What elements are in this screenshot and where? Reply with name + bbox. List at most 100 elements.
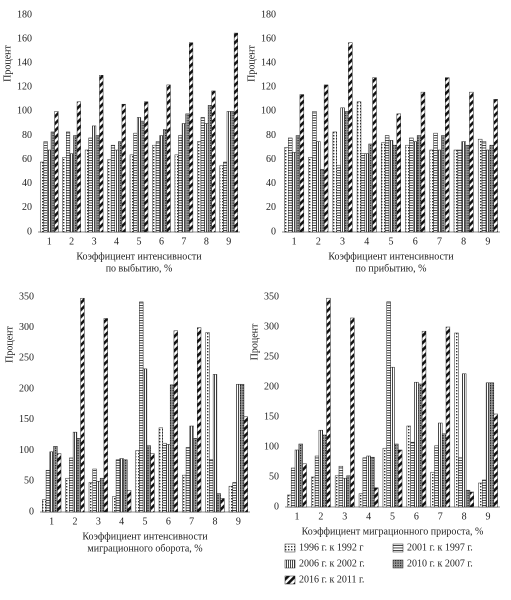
- y-axis-label: Процент: [2, 45, 13, 82]
- bar: [397, 449, 403, 508]
- bar: [50, 131, 55, 233]
- bar: [99, 477, 105, 513]
- bar: [308, 157, 313, 233]
- bar: [344, 111, 349, 233]
- bar: [236, 383, 241, 513]
- bar: [69, 153, 74, 233]
- bar: [96, 481, 101, 513]
- bar: [457, 149, 462, 233]
- bar: [322, 434, 327, 508]
- bar: [336, 165, 341, 233]
- y-tick-label: 140: [17, 58, 32, 69]
- x-tick-label: 4: [366, 511, 371, 522]
- y-tick-label: 200: [264, 381, 279, 392]
- y-tick-label: 60: [22, 154, 32, 165]
- bar: [340, 107, 345, 233]
- x-tick-label: 9: [226, 236, 231, 247]
- bar: [477, 138, 483, 233]
- bar: [69, 457, 74, 513]
- x-axis-label: Коэффициент интенсивности: [76, 251, 202, 262]
- bar: [45, 469, 51, 513]
- bar: [318, 429, 323, 508]
- bar: [348, 42, 353, 233]
- legend-swatch: [392, 543, 404, 553]
- bar: [95, 135, 100, 233]
- x-tick-label: 3: [342, 511, 347, 522]
- y-tick-label: 0: [274, 501, 279, 512]
- y-tick-label: 0: [29, 506, 34, 517]
- bar: [178, 135, 183, 233]
- bar: [469, 491, 474, 508]
- bar: [287, 494, 292, 508]
- bar: [39, 161, 45, 233]
- bar: [43, 141, 48, 233]
- y-tick-label: 180: [261, 9, 276, 20]
- y-tick-label: 50: [24, 476, 34, 487]
- x-tick-label: 5: [143, 516, 148, 527]
- bar: [334, 475, 340, 508]
- y-tick-label: 140: [261, 58, 276, 69]
- bar: [57, 453, 62, 513]
- bar: [326, 297, 331, 508]
- x-tick-label: 3: [92, 236, 97, 247]
- y-tick-label: 180: [17, 9, 32, 20]
- x-tick-label: 8: [461, 236, 466, 247]
- x-tick-label: 7: [438, 511, 443, 522]
- bar: [421, 330, 427, 508]
- bar: [209, 459, 214, 513]
- bar: [390, 366, 395, 508]
- y-tick-label: 350: [19, 291, 34, 302]
- x-axis-label: миграционного оборота, %: [87, 543, 202, 554]
- y-tick-label: 200: [19, 383, 34, 394]
- bar: [434, 445, 439, 508]
- bar: [382, 447, 388, 508]
- bar: [372, 77, 377, 233]
- bar: [166, 444, 171, 513]
- bar: [416, 135, 422, 233]
- y-tick-label: 100: [17, 106, 32, 117]
- y-tick-label: 20: [22, 202, 32, 213]
- bar: [394, 443, 399, 508]
- bar: [174, 154, 179, 233]
- x-tick-label: 1: [49, 516, 54, 527]
- bar: [485, 382, 491, 508]
- x-tick-label: 2: [73, 516, 78, 527]
- bar: [433, 132, 438, 233]
- x-tick-label: 5: [137, 236, 142, 247]
- legend-label: 2006 г. к 2002 г.: [299, 558, 365, 569]
- bar: [155, 141, 160, 233]
- y-tick-label: 350: [264, 291, 279, 302]
- x-tick-label: 8: [462, 511, 467, 522]
- bar: [189, 42, 194, 233]
- bar: [458, 457, 463, 508]
- bar: [294, 449, 300, 508]
- bar: [182, 474, 187, 513]
- bar: [396, 113, 401, 233]
- bar: [288, 137, 293, 233]
- bar: [62, 157, 67, 233]
- bar: [374, 487, 379, 508]
- y-axis-label: Процент: [249, 323, 260, 360]
- bar: [366, 455, 371, 508]
- bar: [152, 144, 157, 233]
- bar: [173, 330, 178, 513]
- x-tick-label: 8: [204, 236, 209, 247]
- x-tick-label: 1: [292, 236, 297, 247]
- bar: [84, 149, 89, 233]
- x-tick-label: 1: [294, 511, 299, 522]
- bar: [112, 496, 117, 513]
- bar: [216, 493, 221, 513]
- legend-swatch: [284, 575, 296, 585]
- bar: [114, 149, 119, 233]
- bar: [302, 463, 307, 508]
- bar: [88, 482, 93, 513]
- x-tick-label: 7: [181, 236, 186, 247]
- x-tick-label: 3: [96, 516, 101, 527]
- bar: [144, 101, 149, 233]
- bar: [76, 101, 81, 233]
- x-tick-label: 2: [318, 511, 323, 522]
- bar: [429, 149, 434, 233]
- bar: [162, 129, 168, 233]
- bar: [295, 135, 301, 233]
- bar: [386, 301, 391, 508]
